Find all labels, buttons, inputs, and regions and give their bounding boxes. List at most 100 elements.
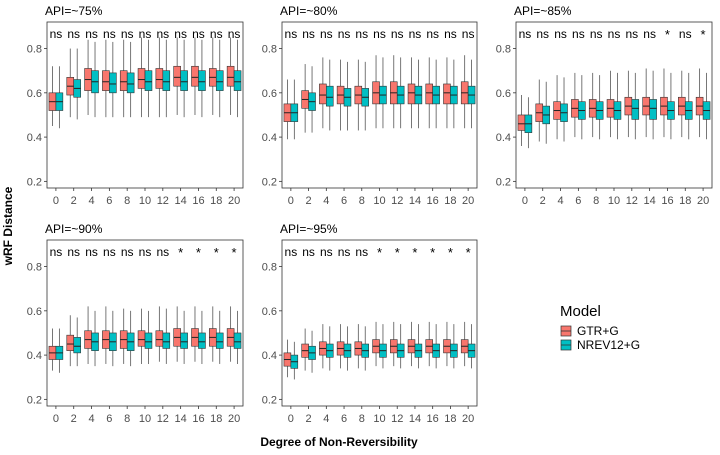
y-tick-label: 0.4 [27, 132, 42, 144]
box [198, 70, 206, 91]
x-tick-label: 4 [323, 413, 329, 425]
significance-label: ns [302, 27, 315, 41]
significance-label: * [665, 27, 670, 42]
significance-label: ns [554, 27, 567, 41]
box [233, 332, 242, 349]
panel-title: API=~80% [280, 4, 338, 18]
x-tick-label: 2 [306, 413, 312, 425]
significance-label: * [448, 245, 453, 260]
x-tick-label: 14 [175, 195, 187, 207]
x-tick-label: 12 [626, 195, 638, 207]
box [180, 70, 188, 91]
significance-label: ns [536, 27, 549, 41]
y-axis-title: wRF Distance [1, 186, 15, 266]
legend: Model GTR+G NREV12+G [560, 303, 640, 352]
panel-frame [46, 21, 244, 189]
significance-label: ns [462, 27, 475, 41]
significance-label: ns [355, 27, 368, 41]
y-tick-label: 0.6 [262, 306, 277, 318]
significance-label: ns [426, 27, 439, 41]
x-tick-label: 14 [175, 413, 187, 425]
panel-title: API=~90% [45, 222, 103, 236]
box [66, 334, 75, 351]
y-tick-label: 0.4 [27, 350, 42, 362]
x-tick-label: 14 [409, 195, 421, 207]
x-tick-label: 16 [427, 413, 439, 425]
significance-label: ns [156, 27, 169, 41]
y-tick-label: 0.2 [27, 394, 42, 406]
box [425, 83, 433, 105]
significance-label: ns [590, 27, 603, 41]
x-tick-label: 6 [106, 195, 112, 207]
box [215, 332, 224, 349]
box [326, 85, 334, 107]
significance-label: ns [139, 27, 152, 41]
significance-label: ns [391, 27, 404, 41]
x-tick-label: 14 [409, 413, 421, 425]
x-tick-label: 8 [359, 413, 365, 425]
x-tick-label: 14 [644, 195, 656, 207]
x-tick-label: 2 [71, 195, 77, 207]
y-tick-label: 0.6 [496, 88, 511, 100]
y-tick-label: 0.2 [262, 176, 277, 188]
box [407, 83, 416, 105]
y-tick-label: 0.6 [27, 88, 42, 100]
significance-label: ns [50, 27, 63, 41]
x-tick-label: 12 [157, 195, 169, 207]
x-tick-label: 10 [139, 413, 151, 425]
y-tick-label: 0.4 [262, 350, 277, 362]
panel-frame [46, 239, 244, 407]
x-tick-label: 8 [359, 195, 365, 207]
legend-label-gtr: GTR+G [577, 324, 619, 338]
significance-label: ns [320, 27, 333, 41]
y-tick-label: 0.8 [496, 44, 511, 56]
x-tick-label: 6 [575, 195, 581, 207]
y-tick-label: 0.6 [262, 88, 277, 100]
y-tick-label: 0.6 [27, 306, 42, 318]
x-tick-label: 10 [373, 413, 385, 425]
legend-title: Model [560, 303, 601, 320]
significance-label: * [395, 245, 400, 260]
x-tick-label: 18 [444, 413, 456, 425]
significance-label: * [196, 245, 201, 260]
y-tick-label: 0.4 [262, 132, 277, 144]
significance-label: ns [50, 245, 63, 259]
panel-title: API=~95% [280, 222, 338, 236]
x-tick-label: 8 [593, 195, 599, 207]
significance-label: ns [625, 27, 638, 41]
box [198, 332, 206, 349]
significance-label: * [466, 245, 471, 260]
significance-label: ns [121, 27, 134, 41]
significance-label: ns [174, 27, 187, 41]
box [102, 70, 110, 91]
significance-label: * [701, 27, 706, 42]
significance-label: * [232, 245, 237, 260]
x-tick-label: 16 [192, 195, 204, 207]
x-tick-label: 18 [444, 195, 456, 207]
significance-label: ns [67, 245, 80, 259]
panel-title: API=~85% [514, 4, 572, 18]
significance-label: ns [608, 27, 621, 41]
box [109, 72, 117, 94]
significance-label: * [430, 245, 435, 260]
significance-label: ns [302, 245, 315, 259]
significance-label: ns [679, 27, 692, 41]
y-tick-label: 0.2 [262, 394, 277, 406]
x-tick-label: 10 [373, 195, 385, 207]
significance-label: ns [67, 27, 80, 41]
box [649, 99, 657, 120]
significance-label: * [178, 245, 183, 260]
significance-label: ns [103, 27, 116, 41]
x-tick-label: 6 [341, 413, 347, 425]
significance-label: ns [85, 27, 98, 41]
box [126, 72, 135, 94]
x-tick-label: 12 [391, 195, 403, 207]
box [215, 70, 224, 91]
box [319, 83, 327, 105]
x-tick-label: 18 [210, 413, 222, 425]
y-tick-label: 0.4 [496, 132, 511, 144]
